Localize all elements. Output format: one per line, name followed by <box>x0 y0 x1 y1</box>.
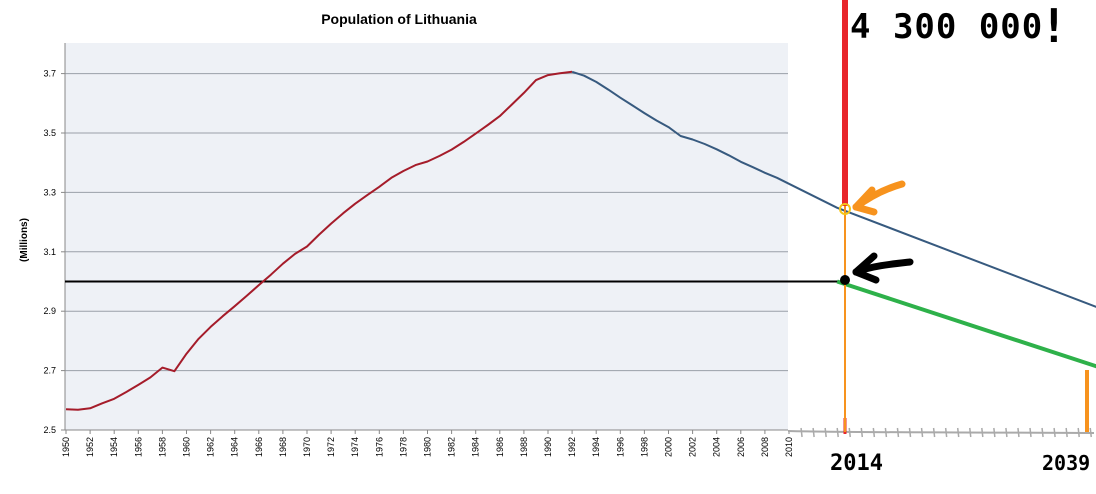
x-tick-label: 1972 <box>326 437 336 457</box>
chart-title: Population of Lithuania <box>321 11 477 27</box>
x-tick-label: 1990 <box>543 437 553 457</box>
x-tick-label: 2010 <box>784 437 794 457</box>
x-tick-label: 1996 <box>615 437 625 457</box>
hand-tick <box>1041 427 1044 438</box>
y-tick-label: 3.7 <box>43 69 56 79</box>
y-tick-label: 2.5 <box>43 425 56 435</box>
hand-tick <box>1029 427 1032 438</box>
series-line-3 <box>836 279 1096 369</box>
x-tick-label: 1980 <box>423 437 433 457</box>
y-tick-label: 3.5 <box>43 128 56 138</box>
x-tick-label: 1982 <box>447 437 457 457</box>
hand-tick <box>956 427 960 438</box>
exclamation-annotation: ! <box>1040 0 1068 53</box>
x-tick-label: 1968 <box>278 437 288 457</box>
hand-drawn-ticks <box>800 427 1092 438</box>
hand-extended-axis <box>787 430 1095 434</box>
hand-tick <box>932 427 936 438</box>
x-tick-label: 1978 <box>398 437 408 457</box>
x-tick-label: 1966 <box>254 437 264 457</box>
hand-tick <box>981 427 984 438</box>
x-tick-label: 1970 <box>302 437 312 457</box>
x-tick-label: 1950 <box>61 437 71 457</box>
x-axis-ticks: 1950 1952 1954 1956 1958 1960 1962 1964 1966 1968… <box>61 430 794 457</box>
year-2039-annotation: 2039 <box>1042 451 1090 475</box>
year-2014-annotation: 2014 <box>830 451 883 476</box>
big-number-annotation: 4 300 000 <box>850 7 1043 47</box>
hand-tick <box>896 427 900 438</box>
x-tick-label: 1962 <box>206 437 216 457</box>
hand-tick <box>1053 427 1056 438</box>
hand-tick <box>908 427 912 438</box>
hand-tick <box>969 427 972 438</box>
hand-tick <box>872 427 876 438</box>
hand-tick <box>1005 427 1008 438</box>
y-tick-label: 2.9 <box>43 306 56 316</box>
x-tick-label: 1958 <box>157 437 167 457</box>
x-tick-label: 2008 <box>760 437 770 457</box>
x-tick-label: 1952 <box>85 437 95 457</box>
hand-tick <box>824 427 827 438</box>
hand-tick <box>812 427 815 438</box>
x-tick-label: 1954 <box>109 437 119 457</box>
x-tick-label: 1956 <box>133 437 143 457</box>
y-tick-label: 3.3 <box>43 187 56 197</box>
hand-tick <box>800 427 803 438</box>
x-tick-label: 1986 <box>495 437 505 457</box>
hand-tick <box>884 427 888 438</box>
marker-2014-projection <box>839 203 851 215</box>
x-tick-label: 2000 <box>664 437 674 457</box>
y-tick-label: 2.7 <box>43 366 56 376</box>
y-axis-ticks: 2.5 2.7 2.9 3.1 3.3 3.5 3.7 <box>43 69 65 435</box>
hand-tick <box>860 427 864 438</box>
x-tick-label: 1994 <box>591 437 601 457</box>
hand-tick <box>920 427 924 438</box>
hand-tick <box>944 427 948 438</box>
plot-area <box>65 43 788 430</box>
x-tick-label: 2004 <box>712 437 722 457</box>
x-tick-label: 1984 <box>471 437 481 457</box>
x-tick-label: 2006 <box>736 437 746 457</box>
marker-2014-threshold <box>840 275 850 285</box>
hand-tick <box>993 427 996 438</box>
black-arrow-icon <box>852 252 914 284</box>
hand-tick <box>848 427 851 438</box>
x-tick-label: 1988 <box>519 437 529 457</box>
x-tick-label: 1960 <box>182 437 192 457</box>
hand-tick <box>1077 427 1080 438</box>
series-line-2 <box>571 70 1096 308</box>
x-tick-label: 2002 <box>688 437 698 457</box>
x-tick-label: 1998 <box>639 437 649 457</box>
hand-tick <box>1089 427 1092 438</box>
hand-tick <box>1017 427 1020 438</box>
grid-lines <box>65 73 788 372</box>
y-tick-label: 3.1 <box>43 247 56 257</box>
hand-tick <box>836 427 839 438</box>
x-tick-label: 1964 <box>230 437 240 457</box>
x-tick-label: 1974 <box>350 437 360 457</box>
x-tick-label: 1976 <box>374 437 384 457</box>
hand-tick <box>1065 427 1068 438</box>
series-lines <box>65 70 1096 411</box>
orange-arrow-icon <box>852 180 906 216</box>
y-axis-label: (Millions) <box>19 218 30 262</box>
x-tick-label: 1992 <box>567 437 577 457</box>
series-line-1 <box>65 70 573 411</box>
